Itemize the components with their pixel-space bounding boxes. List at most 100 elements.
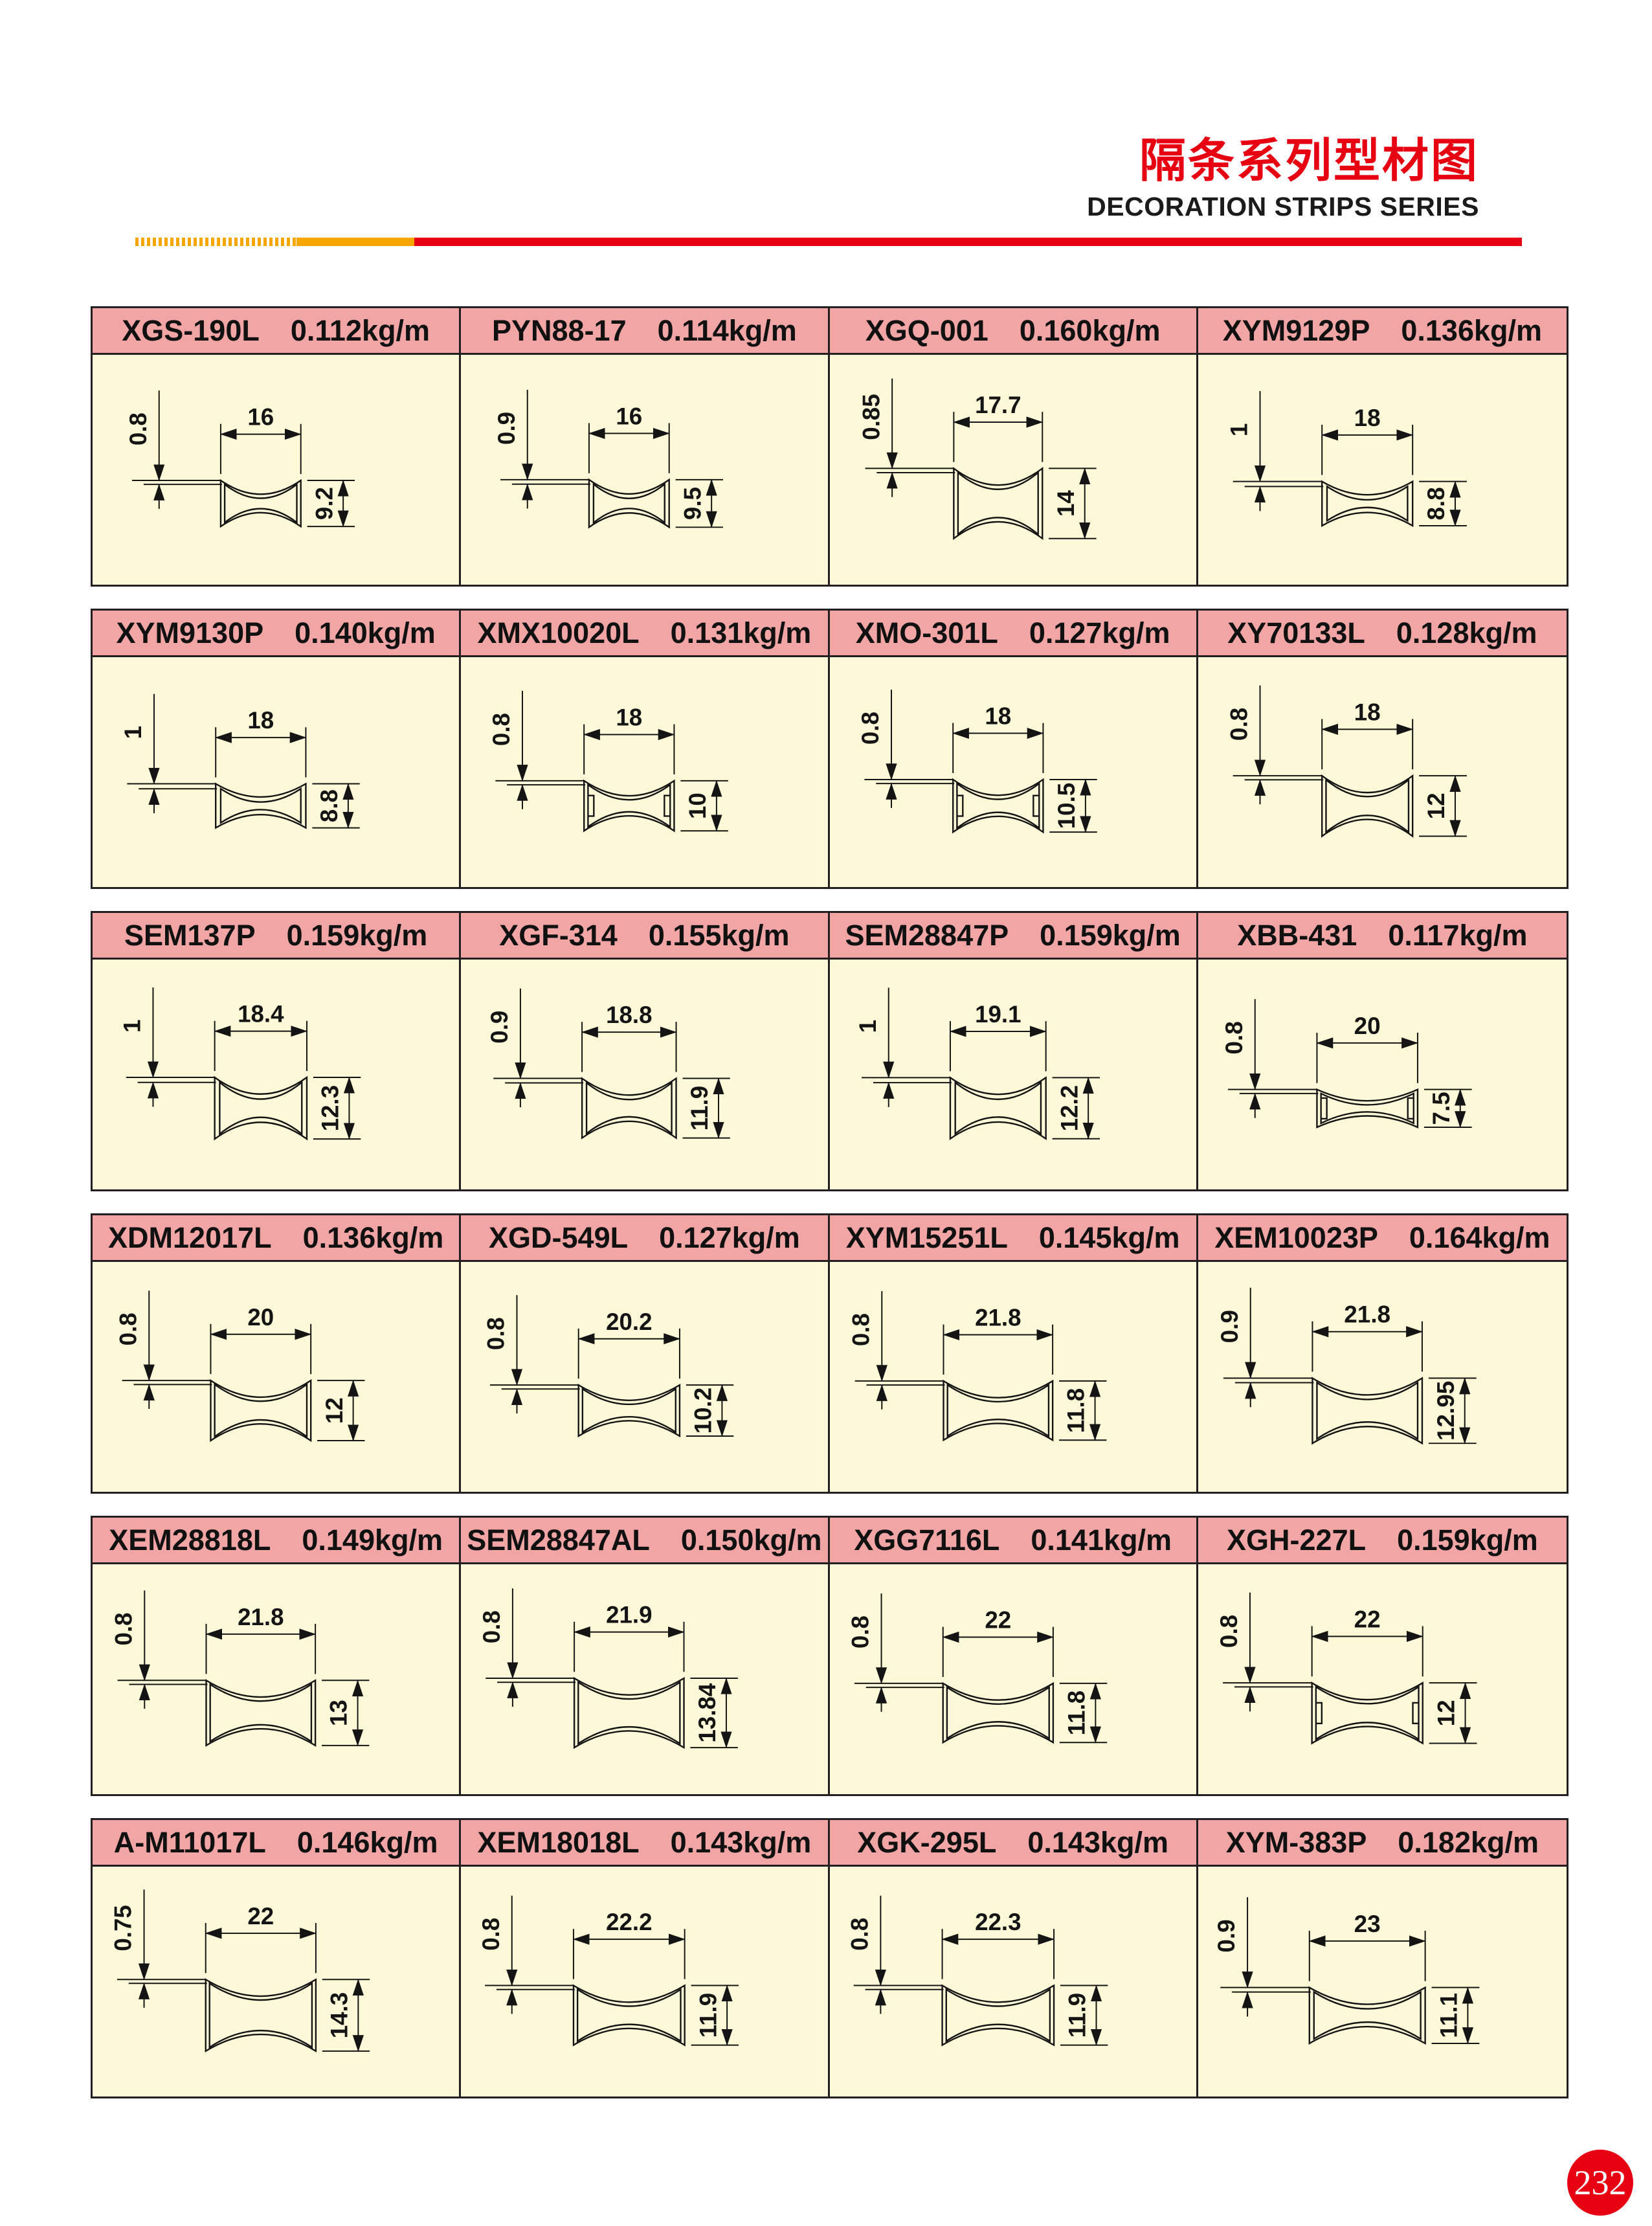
dim-thickness: 0.8	[483, 1317, 509, 1350]
profile-outline	[952, 467, 1043, 541]
profile-cross-section: 18 8.8 1	[120, 693, 360, 829]
dim-width: 19.1	[975, 1001, 1021, 1028]
profile-outline	[1308, 1986, 1426, 2045]
profile-cell-header: XMX10020L 0.131kg/m	[461, 611, 828, 657]
profile-drawing: 16 9.5 0.9	[461, 355, 827, 585]
page-title-en: DECORATION STRIPS SERIES	[1087, 191, 1479, 221]
dimension-lines	[854, 1593, 1107, 1744]
profile-cross-section: 21.9 13.84 0.8	[478, 1588, 739, 1749]
profile-model: XYM-383P	[1225, 1825, 1367, 1859]
profile-drawing: 22.2 11.9 0.8	[461, 1867, 827, 2097]
profile-drawing: 22 12 0.8	[1198, 1564, 1567, 1794]
profile-cell-header: A-M11017L 0.146kg/m	[93, 1820, 460, 1867]
profile-cell: XGG7116L 0.141kg/m 22 11.8 0.8	[829, 1518, 1198, 1794]
rule-barcode-stripes	[135, 238, 296, 246]
rule-yellow-segment	[296, 238, 414, 246]
dim-thickness: 0.8	[847, 1615, 873, 1648]
profile-outline	[210, 1378, 312, 1443]
profile-cell-header: XGF-314 0.155kg/m	[461, 913, 828, 960]
profile-weight: 0.128kg/m	[1396, 616, 1537, 649]
dim-height: 12	[1423, 793, 1449, 819]
profile-weight: 0.159kg/m	[1040, 918, 1181, 952]
dim-thickness: 0.8	[478, 1918, 504, 1951]
profile-outline	[941, 1984, 1055, 2047]
profile-outline	[577, 1384, 681, 1438]
profile-model: SEM137P	[124, 918, 256, 952]
dim-height: 11.9	[1064, 1993, 1090, 2038]
profile-model: XBB-431	[1237, 918, 1357, 952]
profile-cross-section: 18.8 11.9 0.9	[486, 988, 731, 1140]
profile-outline	[1321, 480, 1414, 528]
profile-cell-header: XYM15251L 0.145kg/m	[829, 1215, 1196, 1262]
dimension-lines	[1222, 1592, 1477, 1744]
profile-outline	[574, 1676, 685, 1749]
profile-drawing: 18.4 12.3 1	[93, 960, 459, 1189]
profile-cell: XMO-301L 0.127kg/m 18 10.5 0.8	[829, 611, 1198, 887]
dimension-lines	[1227, 999, 1472, 1129]
profile-cell: XDM12017L 0.136kg/m 20 12 0.8	[93, 1215, 462, 1492]
dim-height: 12	[321, 1397, 348, 1424]
profile-outline	[219, 478, 302, 528]
profile-weight: 0.117kg/m	[1388, 918, 1528, 952]
dim-height: 14.3	[326, 1992, 352, 2038]
dim-width: 22.2	[606, 1909, 652, 1935]
profile-cross-section: 22.3 11.9 0.8	[846, 1895, 1108, 2047]
profile-weight: 0.160kg/m	[1019, 313, 1161, 347]
page-title-cn: 隔条系列型材图	[1139, 135, 1479, 187]
profile-weight: 0.150kg/m	[680, 1523, 822, 1557]
profile-outline	[942, 1681, 1054, 1744]
profile-outline	[205, 1679, 317, 1747]
profile-cross-section: 20.2 10.2 0.8	[483, 1295, 734, 1438]
profile-model: XGQ-001	[865, 313, 988, 347]
profile-cell: XEM10023P 0.164kg/m 21.8 12.95 0.9	[1198, 1215, 1567, 1492]
profile-outline	[588, 478, 671, 529]
dimension-lines	[127, 693, 360, 829]
profile-model: SEM28847AL	[467, 1523, 650, 1557]
profile-cell: XGD-549L 0.127kg/m 20.2 10.2 0.8	[461, 1215, 830, 1492]
dim-width: 16	[247, 404, 274, 431]
dim-height: 8.8	[316, 789, 342, 822]
profile-model: XY70133L	[1227, 616, 1365, 649]
profile-cell: XGK-295L 0.143kg/m 22.3 11.9 0.8	[829, 1820, 1198, 2097]
profile-cell: XGQ-001 0.160kg/m 17.7 14 0.85	[829, 308, 1198, 585]
profile-model: XDM12017L	[107, 1220, 272, 1254]
profile-cell-header: XGK-295L 0.143kg/m	[829, 1820, 1196, 1867]
dimension-lines	[126, 987, 361, 1140]
profile-outline	[581, 1077, 677, 1140]
profile-model: PYN88-17	[491, 313, 627, 347]
dimension-lines	[485, 1895, 739, 2046]
profile-weight: 0.159kg/m	[286, 918, 428, 952]
profile-model: XYM9130P	[116, 616, 264, 649]
profile-cross-section: 16 9.5 0.9	[493, 389, 724, 529]
dim-width: 20.2	[606, 1309, 652, 1335]
profile-weight: 0.143kg/m	[1027, 1825, 1168, 1859]
profile-cell: XEM28818L 0.149kg/m 21.8 13 0.8	[93, 1518, 462, 1794]
dimension-lines	[132, 390, 355, 528]
profile-drawing: 19.1 12.2 1	[830, 960, 1196, 1189]
dim-thickness: 0.9	[1216, 1310, 1243, 1343]
profile-row: XGS-190L 0.112kg/m 16 9.2 0.8 PYN88-17 0…	[91, 306, 1568, 587]
profile-cell: PYN88-17 0.114kg/m 16 9.5 0.9	[461, 308, 830, 585]
profile-cell: XBB-431 0.117kg/m 20 7.5 0.8	[1198, 913, 1567, 1189]
profile-cross-section: 23 11.1 0.9	[1213, 1897, 1480, 2045]
dim-height: 9.5	[680, 487, 706, 520]
profile-outline	[215, 782, 307, 829]
dim-thickness: 0.8	[857, 712, 884, 745]
profile-drawing: 21.8 12.95 0.9	[1198, 1262, 1567, 1492]
dim-width: 16	[616, 403, 643, 430]
profile-cross-section: 19.1 12.2 1	[854, 987, 1100, 1141]
profile-cell: XGF-314 0.155kg/m 18.8 11.9 0.9	[461, 913, 830, 1189]
dimension-lines	[490, 1295, 734, 1437]
dim-width: 17.7	[975, 392, 1021, 418]
dim-width: 23	[1354, 1911, 1380, 1937]
profile-model: XGD-549L	[489, 1220, 629, 1254]
profile-cell-header: XBB-431 0.117kg/m	[1198, 913, 1567, 960]
profile-drawing: 22 11.8 0.8	[830, 1564, 1196, 1794]
profile-cell-header: XGD-549L 0.127kg/m	[461, 1215, 828, 1262]
profile-cell: XMX10020L 0.131kg/m 18 10 0.8	[461, 611, 830, 887]
dim-thickness: 0.8	[1216, 1615, 1242, 1648]
profile-cell: SEM137P 0.159kg/m 18.4 12.3 1	[93, 913, 462, 1189]
profile-weight: 0.136kg/m	[1401, 313, 1543, 347]
profile-cell-header: XGQ-001 0.160kg/m	[829, 308, 1196, 355]
profile-cross-section: 20 7.5 0.8	[1221, 999, 1472, 1129]
